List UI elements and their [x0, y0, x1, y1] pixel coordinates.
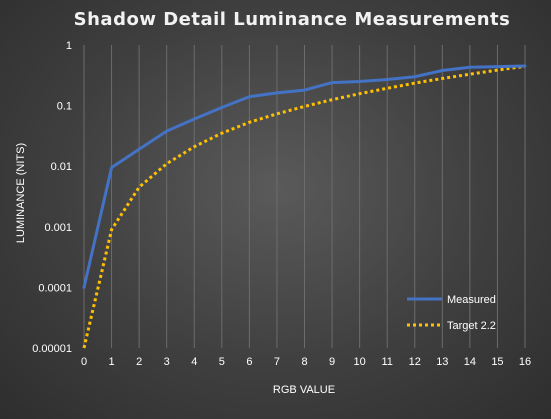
x-tick-3: 3 — [164, 356, 170, 368]
series-line-measured — [82, 64, 527, 289]
x-tick-13: 13 — [436, 356, 448, 368]
x-tick-7: 7 — [274, 356, 280, 368]
x-tick-9: 9 — [329, 356, 335, 368]
x-tick-2: 2 — [136, 356, 142, 368]
chart-legend: Measured Target 2.2 — [407, 294, 496, 332]
x-tick-16: 16 — [519, 356, 531, 368]
y-tick-4: 0.0001 — [38, 282, 72, 294]
x-tick-14: 14 — [464, 356, 476, 368]
x-tick-10: 10 — [354, 356, 366, 368]
x-tick-15: 15 — [491, 356, 503, 368]
y-axis-ticks: 1 0.1 0.01 0.001 0.0001 0.00001 — [32, 40, 72, 355]
chart-title: Shadow Detail Luminance Measurements — [74, 9, 511, 30]
x-tick-8: 8 — [301, 356, 307, 368]
x-axis-label: RGB VALUE — [273, 384, 335, 396]
x-tick-11: 11 — [381, 356, 392, 368]
x-tick-0: 0 — [81, 356, 87, 368]
x-tick-12: 12 — [409, 356, 421, 368]
y-tick-3: 0.001 — [44, 222, 72, 234]
y-tick-2: 0.01 — [51, 161, 72, 173]
x-tick-5: 5 — [219, 356, 225, 368]
y-tick-1: 0.1 — [57, 101, 72, 113]
legend-label-measured: Measured — [447, 294, 496, 306]
y-tick-5: 0.00001 — [32, 343, 72, 355]
y-tick-0: 1 — [66, 40, 72, 52]
chart-series — [82, 64, 527, 349]
x-tick-4: 4 — [191, 356, 197, 368]
x-tick-6: 6 — [246, 356, 252, 368]
y-axis-label: LUMINANCE (NITS) — [15, 143, 27, 243]
x-axis-ticks: 0 1 2 3 4 5 6 7 8 9 10 11 12 13 14 15 16 — [81, 356, 531, 368]
legend-label-target-2-2: Target 2.2 — [447, 320, 496, 332]
x-tick-1: 1 — [109, 356, 115, 368]
